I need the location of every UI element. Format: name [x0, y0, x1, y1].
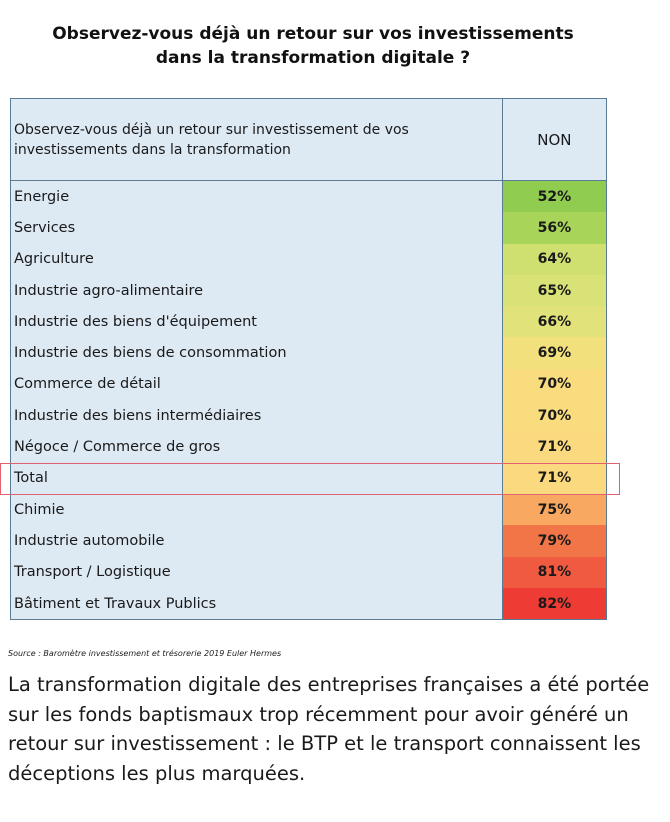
row-label: Industrie des biens intermédiaires: [10, 400, 503, 432]
row-value: 79%: [501, 525, 608, 557]
row-value: 69%: [501, 337, 608, 369]
row-value: 52%: [501, 180, 608, 213]
row-value: 71%: [501, 431, 608, 463]
row-label: Commerce de détail: [10, 368, 503, 401]
row-label: Services: [10, 212, 503, 244]
table-row: Agriculture 64%: [10, 243, 608, 275]
row-label: Industrie automobile: [10, 525, 503, 557]
caption-text: La transformation digitale des entrepris…: [8, 673, 650, 785]
row-label: Total: [10, 462, 503, 494]
table-header-label: Observez-vous déjà un retour sur investi…: [10, 98, 503, 181]
table-row: Commerce de détail 70%: [10, 368, 608, 401]
table-row: Industrie des biens intermédiaires 70%: [10, 400, 608, 432]
table-row: Négoce / Commerce de gros 71%: [10, 431, 608, 463]
row-label: Transport / Logistique: [10, 556, 503, 588]
row-label: Industrie des biens d'équipement: [10, 306, 503, 338]
results-table: Observez-vous déjà un retour sur investi…: [10, 98, 608, 621]
source-note: Source : Baromètre investissement et tré…: [8, 649, 282, 658]
row-value: 64%: [501, 243, 608, 275]
row-label: Agriculture: [10, 243, 503, 275]
row-value: 56%: [501, 212, 608, 244]
title-line-2: dans la transformation digitale ?: [155, 48, 471, 68]
table-header-row: Observez-vous déjà un retour sur investi…: [10, 98, 608, 181]
table-row: Energie 52%: [10, 180, 608, 213]
row-value: 81%: [501, 556, 608, 588]
title-line-1: Observez-vous déjà un retour sur vos inv…: [52, 24, 574, 44]
table-row: Industrie agro-alimentaire 65%: [10, 274, 608, 307]
row-value: 66%: [501, 306, 608, 338]
row-value: 70%: [501, 400, 608, 432]
table-row: Transport / Logistique 81%: [10, 556, 608, 588]
row-label: Négoce / Commerce de gros: [10, 431, 503, 463]
table-row: Industrie des biens de consommation 69%: [10, 337, 608, 369]
row-value: 71%: [501, 462, 608, 494]
table-row: Services 56%: [10, 212, 608, 244]
table-body: Energie 52% Services 56% Agriculture 64% Indus…: [10, 180, 608, 621]
row-label: Bâtiment et Travaux Publics: [10, 587, 503, 621]
row-value: 70%: [501, 368, 608, 401]
total-row-highlight: [0, 463, 620, 495]
table-row: Total 71%: [10, 462, 608, 494]
row-label: Industrie agro-alimentaire: [10, 274, 503, 307]
row-label: Energie: [10, 180, 503, 213]
table-row: Bâtiment et Travaux Publics 82%: [10, 587, 608, 621]
table-header-value: NON: [501, 98, 608, 181]
row-value: 75%: [501, 493, 608, 526]
table-row: Industrie automobile 79%: [10, 525, 608, 557]
chart-title: Observez-vous déjà un retour sur vos inv…: [0, 22, 626, 70]
row-label: Industrie des biens de consommation: [10, 337, 503, 369]
table-row: Chimie 75%: [10, 493, 608, 526]
row-value: 65%: [501, 274, 608, 307]
row-label: Chimie: [10, 493, 503, 526]
table-row: Industrie des biens d'équipement 66%: [10, 306, 608, 338]
row-value: 82%: [501, 587, 608, 621]
